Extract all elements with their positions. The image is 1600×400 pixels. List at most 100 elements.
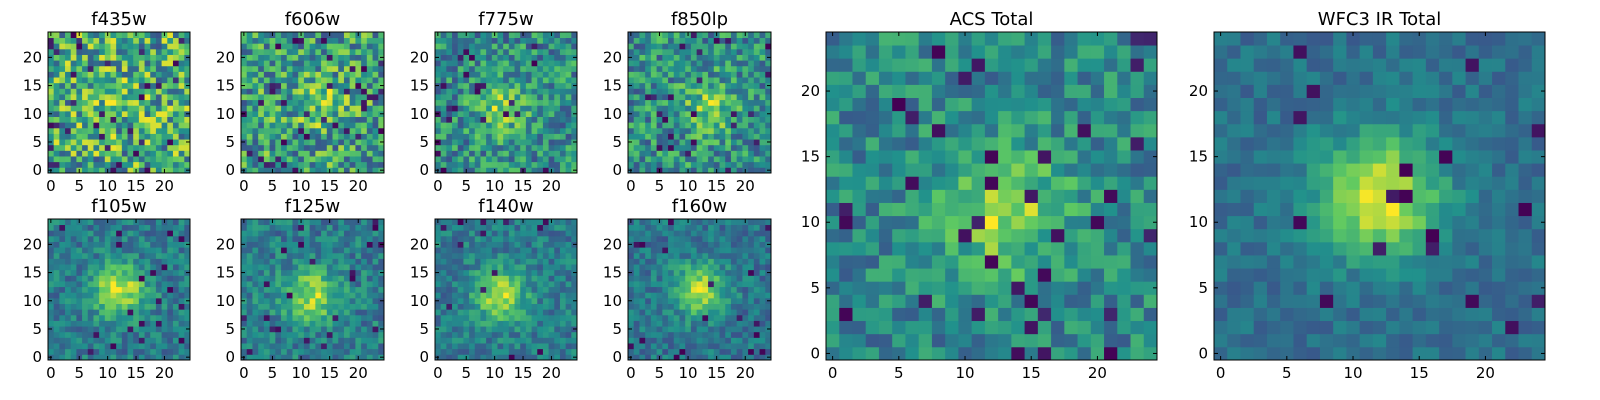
heatmap-cell (440, 337, 447, 344)
heatmap-cell (275, 60, 282, 67)
heatmap-cell (559, 348, 567, 355)
y-tick-label: 10 (216, 105, 235, 123)
heatmap-cell (155, 110, 162, 117)
heatmap-cell (161, 133, 168, 140)
heatmap-cell (486, 219, 493, 226)
heatmap-cell (525, 314, 532, 321)
heatmap-cell (463, 281, 470, 288)
heatmap-cell (275, 54, 282, 61)
heatmap-cell (497, 297, 504, 304)
heatmap-cell (93, 105, 100, 112)
heatmap-cell (457, 60, 464, 67)
heatmap-cell (366, 224, 373, 231)
heatmap-cell (332, 54, 339, 61)
heatmap-cell (446, 127, 453, 134)
heatmap-cell (303, 264, 311, 271)
heatmap-cell (559, 82, 567, 89)
heatmap-cell (673, 167, 680, 174)
heatmap-cell (508, 88, 515, 95)
heatmap-cell (309, 235, 316, 242)
heatmap-cell (355, 343, 362, 350)
heatmap-cell (82, 99, 89, 106)
heatmap-cell (679, 167, 686, 174)
heatmap-cell (633, 48, 640, 55)
heatmap-cell (121, 48, 128, 55)
heatmap-cell (571, 219, 578, 226)
heatmap-cell (338, 99, 345, 106)
heatmap-cell (491, 269, 498, 276)
heatmap-cell (457, 77, 464, 84)
heatmap-cell (104, 139, 111, 146)
heatmap-cell (537, 133, 544, 140)
heatmap-cell (298, 275, 305, 282)
heatmap-cell (263, 60, 270, 67)
heatmap-cell (531, 82, 538, 89)
heatmap-cell (321, 235, 328, 242)
heatmap-cell (628, 88, 635, 95)
heatmap-cell (138, 275, 145, 282)
heatmap-cell (520, 54, 527, 61)
heatmap-cell (708, 54, 715, 61)
heatmap-cell (480, 252, 487, 259)
heatmap-cell (531, 37, 538, 44)
heatmap-cell (559, 144, 567, 151)
heatmap-cell (679, 326, 686, 333)
heatmap-cell (178, 337, 185, 344)
heatmap-cell (161, 150, 168, 157)
heatmap-cell (303, 116, 311, 123)
heatmap-cell (309, 161, 316, 168)
heatmap-cell (315, 354, 322, 361)
heatmap-cell (315, 139, 322, 146)
heatmap-cell (104, 71, 111, 78)
heatmap-cell (167, 314, 174, 321)
heatmap-cell (65, 37, 72, 44)
heatmap-cell (286, 71, 293, 78)
heatmap-cell (150, 77, 157, 84)
heatmap-cell (332, 219, 339, 226)
heatmap-cell (440, 156, 447, 163)
heatmap-cell (708, 37, 715, 44)
heatmap-cell (252, 127, 259, 134)
heatmap-cell (59, 94, 66, 101)
heatmap-cell (292, 337, 299, 344)
heatmap-cell (321, 286, 328, 293)
heatmap-cell (286, 150, 293, 157)
heatmap-cell (469, 314, 476, 321)
heatmap-cell (263, 326, 270, 333)
heatmap-cell (93, 309, 100, 316)
heatmap-cell (93, 127, 100, 134)
heatmap-cell (469, 331, 476, 338)
heatmap-cell (725, 275, 732, 282)
heatmap-cell (286, 258, 293, 265)
heatmap-cell (435, 99, 442, 106)
heatmap-cell (178, 88, 185, 95)
heatmap-cell (366, 60, 373, 67)
heatmap-cell (378, 331, 385, 338)
heatmap-cell (662, 60, 669, 67)
heatmap-cell (765, 94, 772, 101)
heatmap-cell (690, 32, 698, 39)
heatmap-cell (469, 252, 476, 259)
heatmap-cell (76, 309, 83, 316)
heatmap-cell (155, 54, 162, 61)
heatmap-cell (138, 348, 145, 355)
heatmap-cell (491, 292, 498, 299)
heatmap-cell (258, 252, 265, 259)
heatmap-cell (452, 133, 459, 140)
heatmap-cell (503, 150, 510, 157)
heatmap-cell (303, 241, 311, 248)
heatmap-cell (520, 116, 527, 123)
heatmap-cell (525, 88, 532, 95)
heatmap-cell (321, 127, 328, 134)
y-tick-label: 5 (419, 133, 429, 151)
heatmap-cell (355, 156, 362, 163)
heatmap-cell (435, 258, 442, 265)
heatmap-cell (662, 326, 669, 333)
heatmap-cell (338, 105, 345, 112)
heatmap-cell (53, 241, 60, 248)
heatmap-cell (292, 331, 299, 338)
heatmap-cell (70, 54, 77, 61)
heatmap-cell (104, 77, 111, 84)
heatmap-cell (110, 314, 117, 321)
